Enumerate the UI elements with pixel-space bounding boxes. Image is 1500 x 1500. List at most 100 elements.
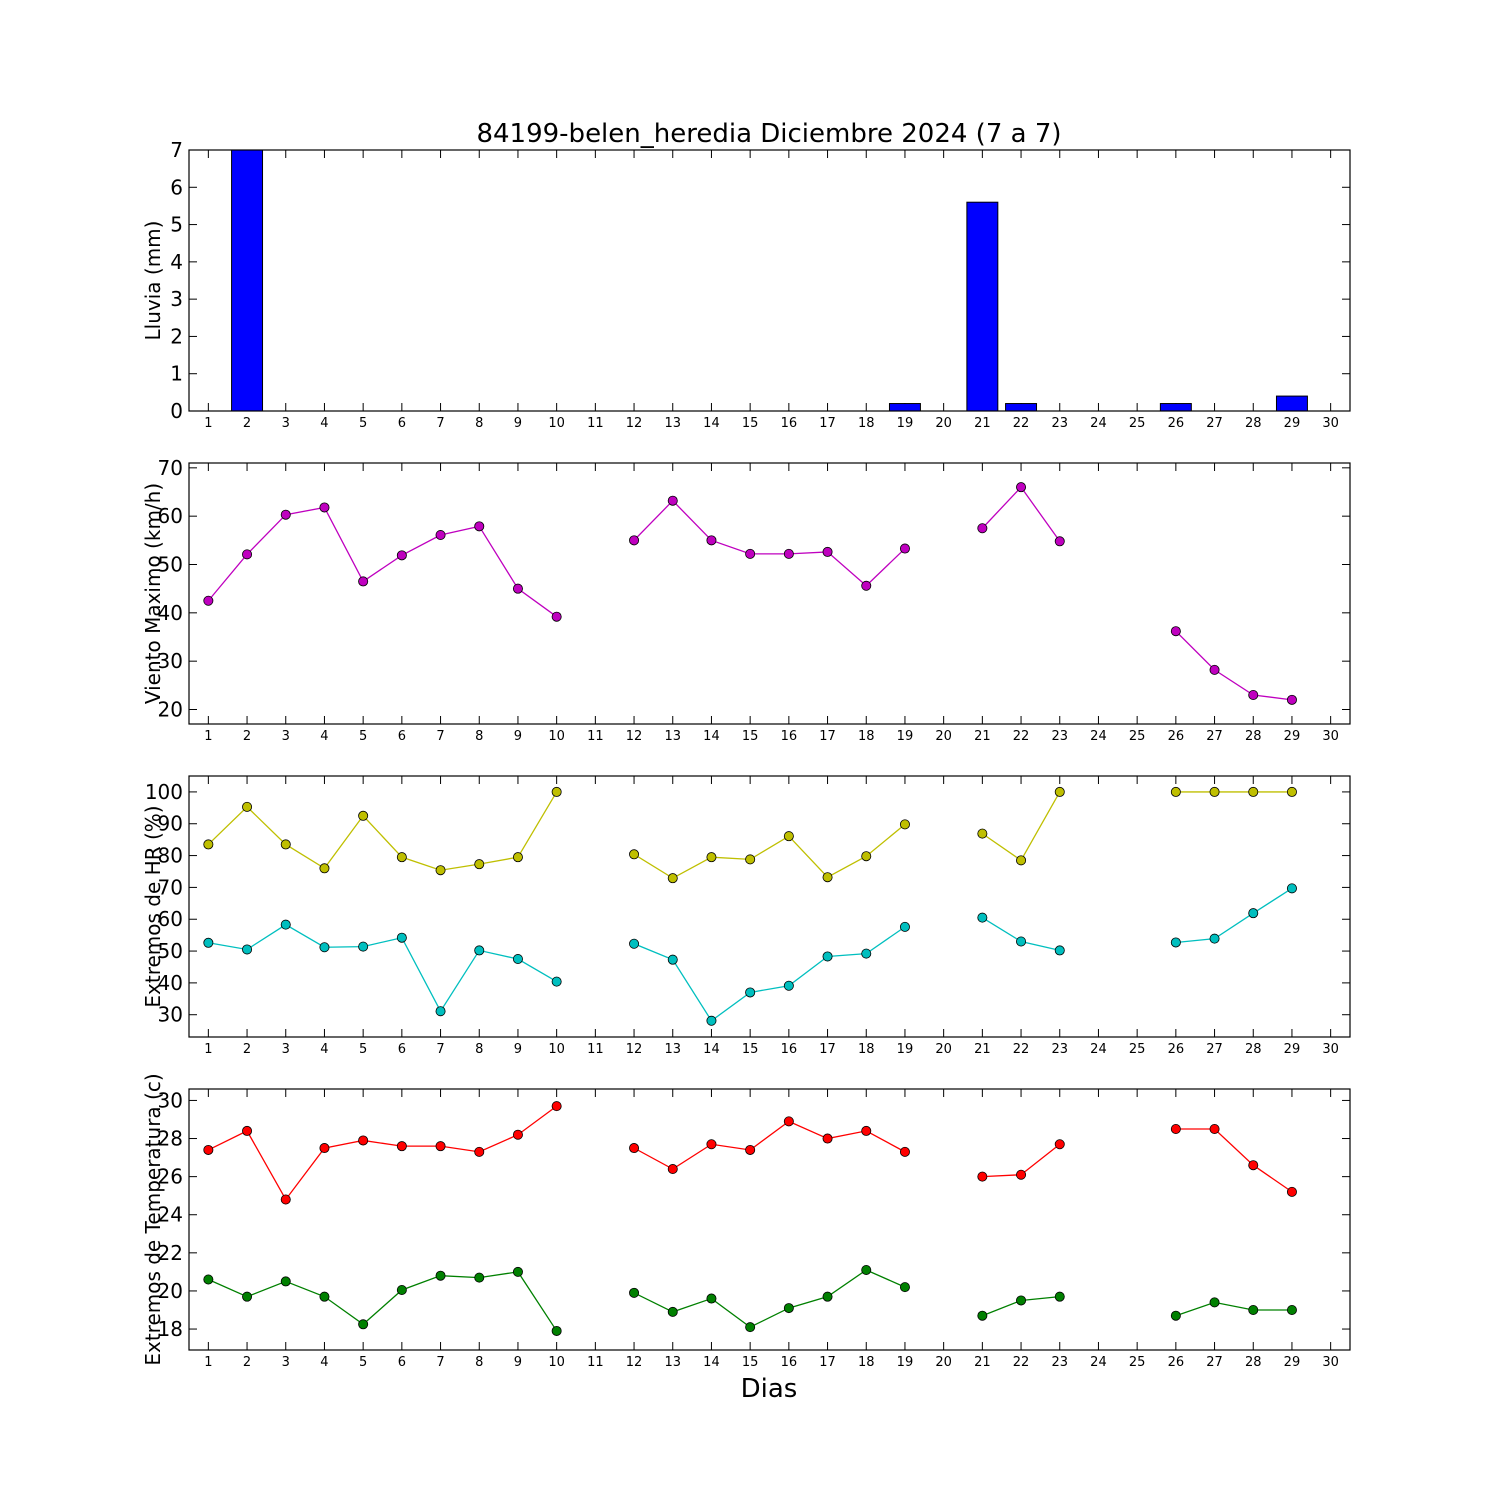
series-2-point-day-9 — [512, 954, 523, 965]
marks-temperatura — [203, 1101, 1297, 1336]
y-tick-label: 70 — [158, 456, 183, 480]
x-tick-label: 29 — [1284, 1355, 1301, 1370]
x-tick-label: 26 — [1168, 1355, 1185, 1370]
axes-frame — [188, 462, 1351, 725]
x-tick-label: 20 — [935, 1042, 952, 1057]
series-1-point-day-7 — [435, 1141, 446, 1152]
x-tick-label: 4 — [320, 1042, 328, 1057]
x-tick-label: 30 — [1322, 416, 1339, 431]
x-tick-label: 22 — [1013, 729, 1030, 744]
series-2-point-day-7 — [435, 1006, 446, 1017]
x-tick-label: 1 — [204, 1355, 212, 1370]
x-tick-label: 3 — [282, 729, 290, 744]
x-tick-label: 16 — [781, 416, 798, 431]
series-2-point-day-13 — [667, 1306, 678, 1317]
series-2-point-day-9 — [512, 1266, 523, 1277]
series-1-point-day-12 — [629, 849, 640, 860]
x-tick-label: 12 — [626, 1042, 643, 1057]
x-tick-label: 13 — [664, 1355, 681, 1370]
series-2-point-day-15 — [745, 987, 756, 998]
x-axis-label: Dias — [741, 1374, 798, 1404]
x-tick-label: 10 — [548, 1355, 565, 1370]
x-tick-label: 7 — [436, 729, 444, 744]
y-tick-label: 50 — [158, 553, 183, 577]
x-tick-label: 11 — [587, 1042, 604, 1057]
x-tick-label: 19 — [897, 729, 914, 744]
y-tick-label: 18 — [158, 1317, 183, 1341]
series-1-point-day-9 — [512, 583, 523, 594]
x-tick-label: 26 — [1168, 1042, 1185, 1057]
series-1-point-day-4 — [319, 1143, 330, 1154]
x-tick-label: 15 — [742, 1042, 759, 1057]
x-tick-label: 9 — [514, 1042, 522, 1057]
x-tick-label: 8 — [475, 1042, 483, 1057]
y-tick-label: 40 — [158, 971, 183, 995]
series-1-point-day-19 — [899, 543, 910, 554]
x-tick-label: 21 — [974, 1355, 991, 1370]
x-tick-label: 22 — [1013, 1042, 1030, 1057]
series-2-point-day-17 — [822, 951, 833, 962]
x-tick-label: 20 — [935, 1355, 952, 1370]
x-tick-label: 27 — [1206, 416, 1223, 431]
x-tick-label: 24 — [1090, 1355, 1107, 1370]
series-2-point-day-29 — [1286, 883, 1297, 894]
x-tick-label: 14 — [703, 729, 720, 744]
series-2-point-day-22 — [1016, 936, 1027, 947]
x-tick-label: 6 — [398, 1355, 406, 1370]
series-1-line-segment-4 — [1175, 1128, 1293, 1193]
series-1-point-day-3 — [280, 839, 291, 850]
series-1-point-day-13 — [667, 1164, 678, 1175]
y-tick-label: 4 — [170, 250, 183, 274]
series-2-point-day-27 — [1209, 1297, 1220, 1308]
x-tick-label: 17 — [819, 1042, 836, 1057]
series-2-point-day-1 — [203, 937, 214, 948]
y-tick-label: 6 — [170, 175, 183, 199]
x-tick-label: 14 — [703, 1355, 720, 1370]
x-tick-label: 3 — [282, 1042, 290, 1057]
x-tick-label: 15 — [742, 729, 759, 744]
x-tick-label: 20 — [935, 416, 952, 431]
x-tick-label: 24 — [1090, 1042, 1107, 1057]
x-tick-label: 12 — [626, 1355, 643, 1370]
series-1-point-day-26 — [1170, 786, 1181, 797]
series-1-point-day-18 — [861, 580, 872, 591]
series-1-point-day-17 — [822, 872, 833, 883]
series-1-point-day-26 — [1170, 626, 1181, 637]
series-1-point-day-6 — [396, 1141, 407, 1152]
x-tick-label: 22 — [1013, 416, 1030, 431]
x-tick-label: 14 — [703, 1042, 720, 1057]
marks-viento — [203, 482, 1297, 705]
series-1-point-day-14 — [706, 1139, 717, 1150]
series-2-line-segment-1 — [208, 1271, 558, 1332]
series-2-point-day-2 — [242, 944, 253, 955]
series-1-point-day-27 — [1209, 664, 1220, 675]
y-tick-label: 30 — [158, 1003, 183, 1027]
x-tick-label: 18 — [858, 416, 875, 431]
series-1-point-day-10 — [551, 786, 562, 797]
y-tick-label: 26 — [158, 1165, 183, 1189]
series-1-line-segment-4 — [1175, 630, 1293, 701]
x-tick-label: 10 — [548, 729, 565, 744]
x-tick-label: 2 — [243, 1042, 251, 1057]
x-tick-label: 1 — [204, 416, 212, 431]
series-1-point-day-4 — [319, 502, 330, 513]
y-tick-label: 70 — [158, 875, 183, 899]
series-1-point-day-17 — [822, 1133, 833, 1144]
series-2-point-day-28 — [1248, 908, 1259, 919]
x-tick-label: 8 — [475, 729, 483, 744]
x-tick-label: 18 — [858, 1042, 875, 1057]
y-tick-label: 30 — [158, 649, 183, 673]
series-1-line-segment-2 — [633, 823, 906, 879]
series-1-line-segment-1 — [207, 506, 558, 618]
series-2-point-day-26 — [1170, 937, 1181, 948]
x-tick-label: 11 — [587, 416, 604, 431]
series-2-line-segment-4 — [1175, 1301, 1292, 1317]
series-1-point-day-22 — [1016, 482, 1027, 493]
series-2-point-day-14 — [706, 1015, 717, 1026]
x-tick-label: 30 — [1322, 729, 1339, 744]
series-1-point-day-15 — [745, 1144, 756, 1155]
x-tick-label: 24 — [1090, 729, 1107, 744]
x-tick-label: 3 — [282, 1355, 290, 1370]
series-2-point-day-29 — [1286, 1304, 1297, 1315]
x-tick-label: 5 — [359, 729, 367, 744]
